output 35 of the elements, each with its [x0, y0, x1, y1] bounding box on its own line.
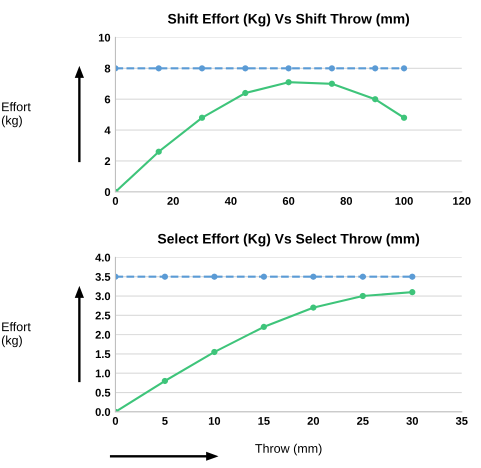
y-tick-label: 10 [98, 34, 110, 42]
x-tick-label: 25 [357, 416, 369, 425]
y-tick-label: 4 [104, 126, 111, 134]
y-tick-label: 2.0 [96, 330, 110, 339]
y-tick-label: 2.5 [96, 312, 110, 320]
y-tick-label: 6 [104, 95, 110, 104]
x-tick-label: 40 [224, 197, 237, 205]
y-tick-label: 0 [104, 188, 110, 196]
x-tick-label: 0 [112, 416, 118, 425]
y-tick-label: 0.0 [96, 408, 110, 416]
x-tick-label: 5 [162, 417, 168, 425]
y-tick-label: 4.0 [95, 254, 110, 262]
y-tick-label: 0.5 [96, 388, 110, 397]
y-tick-label: 1.5 [96, 350, 110, 358]
y-tick-label: 2 [104, 157, 110, 166]
x-tick-label: 30 [406, 416, 418, 425]
x-tick-label: 80 [340, 197, 352, 205]
chart-title: Shift Effort (Kg) Vs Shift Throw (mm) [168, 13, 410, 26]
y-tick-label: 8 [104, 64, 110, 72]
x-tick-label: 120 [453, 197, 471, 205]
y-tick-label: 3.5 [95, 272, 110, 281]
x-tick-label: 15 [258, 417, 270, 425]
chart-title: Select Effort (Kg) Vs Select Throw (mm) [158, 233, 420, 246]
y-tick-label: 1.0 [96, 369, 110, 378]
y-axis-title: Effort (kg) [2, 102, 31, 128]
x-tick-label: 20 [167, 197, 179, 205]
x-tick-label: 20 [308, 416, 320, 425]
x-tick-label: 0 [112, 197, 118, 205]
x-axis-title: Throw (mm) [255, 444, 322, 456]
x-tick-label: 35 [456, 416, 468, 425]
x-tick-label: 60 [282, 197, 294, 205]
y-axis-title: Effort (kg) [2, 322, 31, 348]
y-tick-label: 3.0 [95, 292, 110, 300]
x-tick-label: 10 [208, 416, 220, 425]
x-tick-label: 100 [395, 197, 413, 205]
